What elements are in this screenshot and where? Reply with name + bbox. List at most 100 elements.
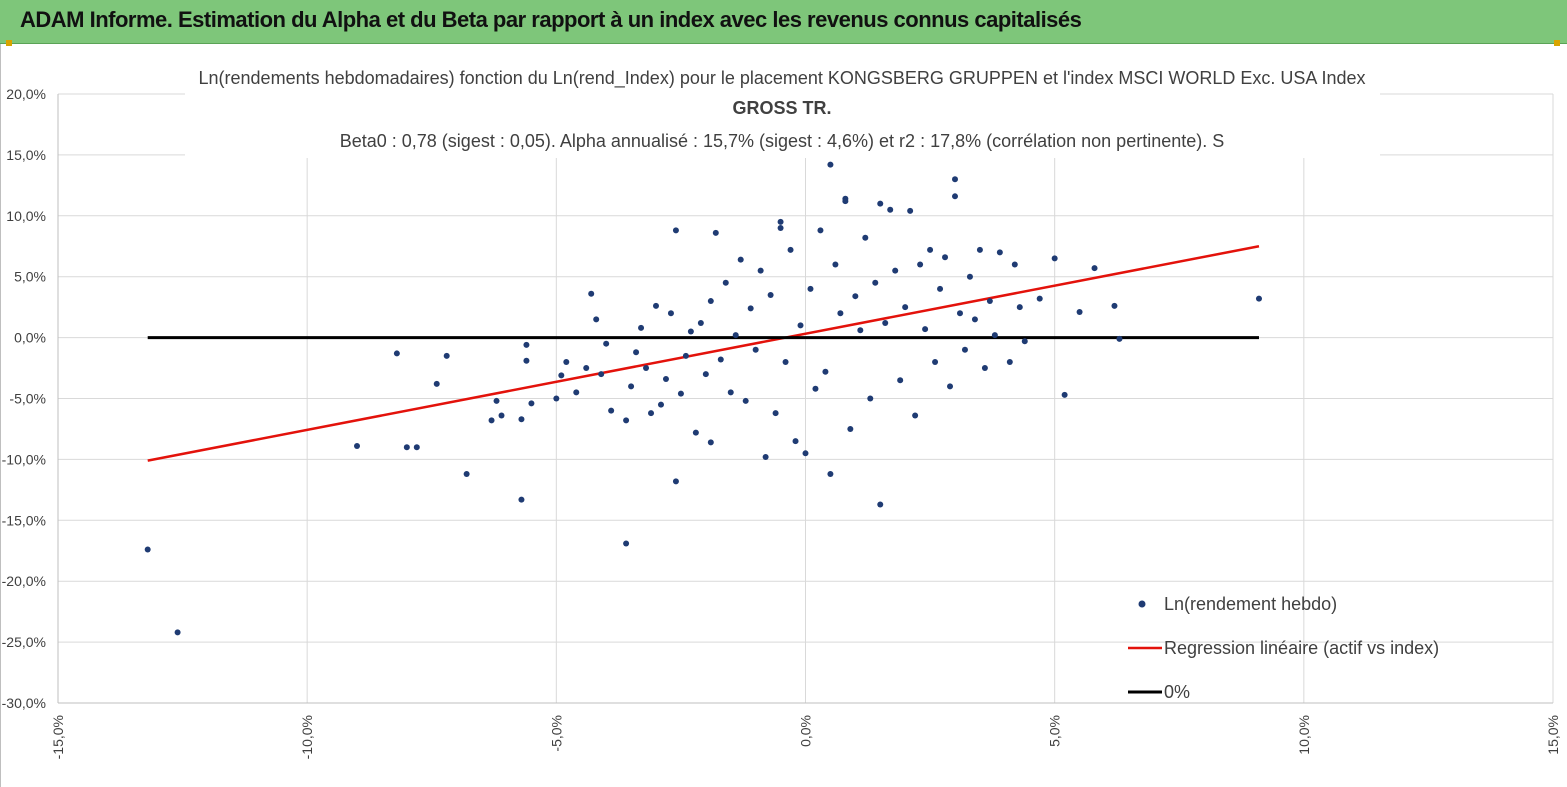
scatter-point xyxy=(952,176,958,183)
scatter-point xyxy=(787,246,794,253)
scatter-point xyxy=(742,397,749,404)
scatter-point xyxy=(772,410,779,417)
scatter-point xyxy=(672,227,679,234)
scatter-point xyxy=(593,316,600,323)
chart-title-line: GROSS TR. xyxy=(732,98,831,118)
scatter-point xyxy=(643,365,650,372)
scatter-point xyxy=(623,417,630,424)
y-tick-label: -15,0% xyxy=(2,512,46,528)
scatter-point xyxy=(628,383,635,390)
scatter-point xyxy=(777,218,784,225)
scatter-point xyxy=(623,540,630,547)
scatter-point xyxy=(827,161,834,168)
sheet-header-title: ADAM Informe. Estimation du Alpha et du … xyxy=(20,7,1082,32)
x-tick-label: 5,0% xyxy=(1047,715,1063,747)
scatter-point xyxy=(493,397,500,404)
title-background xyxy=(185,62,1380,158)
scatter-point xyxy=(852,293,859,300)
legend-marker xyxy=(1138,600,1146,608)
scatter-point xyxy=(518,496,525,503)
chart-title-line: Ln(rendements hebdomadaires) fonction du… xyxy=(199,68,1366,89)
scatter-point xyxy=(922,326,929,333)
chart-frame xyxy=(0,44,1567,787)
scatter-point xyxy=(732,332,739,339)
scatter-point xyxy=(862,234,869,241)
scatter-point xyxy=(952,193,958,200)
scatter-point xyxy=(707,439,714,446)
scatter-point xyxy=(1011,261,1018,268)
scatter-point xyxy=(887,206,894,213)
scatter-point xyxy=(1006,358,1013,365)
scatter-point xyxy=(463,471,470,478)
scatter-point xyxy=(558,372,565,379)
scatter-point xyxy=(971,316,978,323)
scatter-point xyxy=(817,227,824,234)
scatter-point xyxy=(712,229,719,236)
scatter-point xyxy=(523,357,530,364)
scatter-point xyxy=(633,349,640,356)
scatter-point xyxy=(956,310,963,317)
scatter-point xyxy=(847,425,854,432)
regression-line xyxy=(147,245,1260,462)
scatter-point xyxy=(767,291,774,298)
scatter-point xyxy=(857,327,864,334)
scatter-point xyxy=(667,310,674,317)
scatter-point xyxy=(583,365,590,372)
y-tick-label: -30,0% xyxy=(2,695,46,711)
scatter-point xyxy=(702,371,709,378)
scatter-point xyxy=(563,358,570,365)
scatter-point xyxy=(413,444,420,451)
scatter-point xyxy=(1091,265,1098,272)
scatter-point xyxy=(553,395,560,402)
scatter-point xyxy=(867,395,874,402)
scatter-point xyxy=(757,267,764,274)
scatter-point xyxy=(802,450,809,457)
scatter-point xyxy=(648,410,655,417)
scatter-point xyxy=(573,389,580,396)
scatter-point xyxy=(528,400,535,407)
scatter-point xyxy=(603,340,610,347)
scatter-point xyxy=(797,322,804,329)
chart-title-line: Beta0 : 0,78 (sigest : 0,05). Alpha annu… xyxy=(340,131,1225,151)
y-tick-label: 20,0% xyxy=(6,86,46,102)
scatter-point xyxy=(1021,338,1028,345)
scatter-point xyxy=(144,546,151,553)
scatter-point xyxy=(961,346,968,353)
sheet-header-banner: ADAM Informe. Estimation du Alpha et du … xyxy=(0,0,1567,44)
y-tick-label: 10,0% xyxy=(6,208,46,224)
scatter-point xyxy=(722,279,729,286)
scatter-point xyxy=(877,501,884,508)
scatter-point xyxy=(832,261,839,268)
scatter-point xyxy=(1076,309,1083,316)
scatter-point xyxy=(697,319,704,326)
scatter-point xyxy=(174,629,181,636)
scatter-point xyxy=(912,412,919,419)
scatter-point xyxy=(981,365,988,372)
scatter-point xyxy=(523,341,530,348)
scatter-point xyxy=(737,256,744,263)
scatter-point xyxy=(882,319,889,326)
scatter-point xyxy=(1255,295,1262,302)
scatter-point xyxy=(872,279,879,286)
scatter-point xyxy=(393,350,400,357)
scatter-point xyxy=(1116,335,1123,342)
scatter-point xyxy=(902,304,909,311)
scatter-point xyxy=(1111,302,1118,309)
scatter-point xyxy=(947,383,954,390)
scatter-point xyxy=(727,389,734,396)
scatter-point xyxy=(897,377,904,384)
scatter-point xyxy=(717,356,724,363)
y-tick-label: 0,0% xyxy=(14,330,46,346)
scatter-point xyxy=(1051,255,1058,262)
scatter-point xyxy=(1036,295,1043,302)
scatter-point xyxy=(917,261,924,268)
scatter-point xyxy=(677,390,684,397)
x-tick-label: -15,0% xyxy=(50,715,66,759)
scatter-point xyxy=(812,385,819,392)
scatter-point xyxy=(433,380,440,387)
scatter-point xyxy=(986,298,993,305)
scatter-point xyxy=(827,471,834,478)
y-tick-label: -20,0% xyxy=(2,573,46,589)
legend-label: Regression linéaire (actif vs index) xyxy=(1164,638,1439,658)
